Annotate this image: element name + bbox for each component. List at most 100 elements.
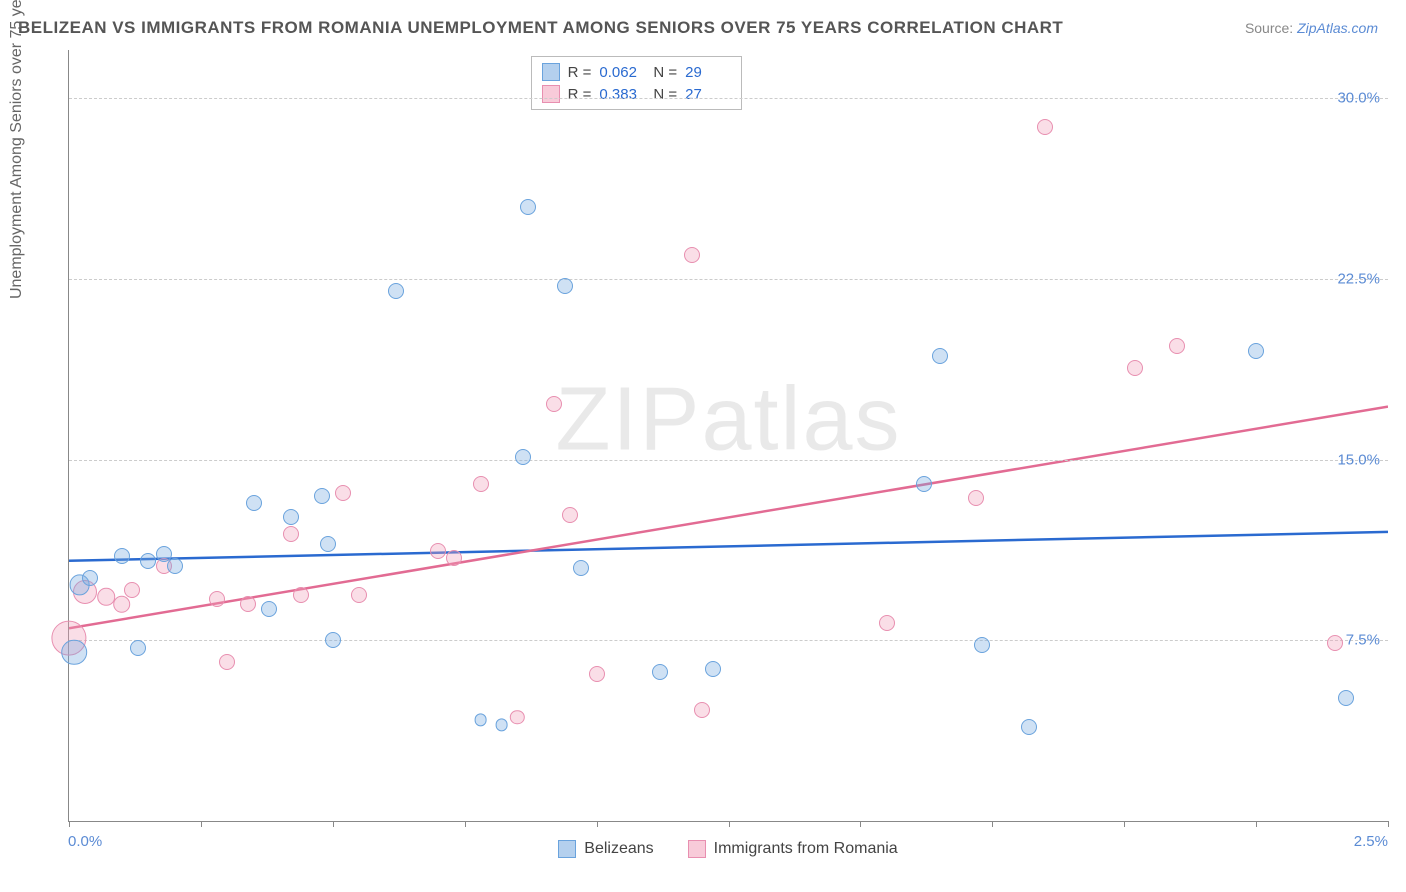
data-point <box>430 543 446 559</box>
data-point <box>879 615 895 631</box>
x-tick-mark <box>1388 821 1389 827</box>
x-tick-label: 2.5% <box>1354 833 1388 850</box>
data-point <box>1169 338 1185 354</box>
data-point <box>124 582 140 598</box>
data-point <box>130 640 146 656</box>
x-tick-mark <box>1124 821 1125 827</box>
gridline <box>69 640 1388 641</box>
y-tick-label: 30.0% <box>1337 90 1380 107</box>
data-point <box>546 396 562 412</box>
x-tick-mark <box>992 821 993 827</box>
chart-title: BELIZEAN VS IMMIGRANTS FROM ROMANIA UNEM… <box>18 18 1063 38</box>
data-point <box>293 587 309 603</box>
legend-item: Immigrants from Romania <box>688 840 898 858</box>
data-point <box>589 666 605 682</box>
stat-n-value: 29 <box>685 64 731 81</box>
stats-row: R = 0.062 N = 29 <box>542 61 732 83</box>
legend-item: Belizeans <box>558 840 653 858</box>
stat-r-label: R = <box>568 86 592 103</box>
swatch-icon <box>688 840 706 858</box>
source-attr: Source: ZipAtlas.com <box>1245 20 1378 36</box>
data-point <box>562 507 578 523</box>
swatch-icon <box>558 840 576 858</box>
stat-r-value: 0.062 <box>599 64 645 81</box>
legend-label: Immigrants from Romania <box>714 840 898 858</box>
data-point <box>61 640 87 666</box>
data-point <box>114 548 130 564</box>
data-point <box>167 558 183 574</box>
data-point <box>916 476 932 492</box>
data-point <box>694 702 710 718</box>
data-point <box>1021 719 1037 735</box>
stat-r-label: R = <box>568 64 592 81</box>
data-point <box>283 526 299 542</box>
x-tick-mark <box>201 821 202 827</box>
data-point <box>932 348 948 364</box>
data-point <box>652 664 668 680</box>
stat-n-label: N = <box>653 86 677 103</box>
data-point <box>557 278 573 294</box>
source-label: Source: <box>1245 20 1293 36</box>
data-point <box>495 718 508 731</box>
x-tick-mark <box>1256 821 1257 827</box>
data-point <box>351 587 367 603</box>
data-point <box>473 476 489 492</box>
data-point <box>446 550 462 566</box>
swatch-icon <box>542 85 560 103</box>
data-point <box>246 495 262 511</box>
data-point <box>684 247 700 263</box>
data-point <box>1327 635 1343 651</box>
x-tick-mark <box>465 821 466 827</box>
x-tick-mark <box>597 821 598 827</box>
data-point <box>515 449 531 465</box>
y-tick-label: 22.5% <box>1337 270 1380 287</box>
stat-n-value: 27 <box>685 86 731 103</box>
data-point <box>82 570 98 586</box>
swatch-icon <box>542 63 560 81</box>
y-tick-label: 15.0% <box>1337 451 1380 468</box>
y-tick-label: 7.5% <box>1346 632 1380 649</box>
trend-line <box>69 407 1388 629</box>
source-value: ZipAtlas.com <box>1297 20 1378 36</box>
data-point <box>1127 360 1143 376</box>
data-point <box>140 553 156 569</box>
data-point <box>705 661 721 677</box>
x-tick-mark <box>729 821 730 827</box>
data-point <box>1248 343 1264 359</box>
data-point <box>510 710 524 724</box>
stat-r-value: 0.383 <box>599 86 645 103</box>
data-point <box>219 654 235 670</box>
data-point <box>261 601 277 617</box>
x-tick-label: 0.0% <box>68 833 102 850</box>
gridline <box>69 279 1388 280</box>
gridline <box>69 98 1388 99</box>
data-point <box>388 283 404 299</box>
x-tick-mark <box>333 821 334 827</box>
data-point <box>520 199 536 215</box>
data-point <box>573 560 589 576</box>
data-point <box>240 596 256 612</box>
y-axis-label: Unemployment Among Seniors over 75 years <box>8 0 26 299</box>
data-point <box>314 488 330 504</box>
data-point <box>320 536 336 552</box>
data-point <box>209 591 225 607</box>
x-tick-mark <box>860 821 861 827</box>
legend-label: Belizeans <box>584 840 653 858</box>
data-point <box>113 595 131 613</box>
stats-legend-box: R = 0.062 N = 29 R = 0.383 N = 27 <box>531 56 743 110</box>
data-point <box>325 632 341 648</box>
data-point <box>974 637 990 653</box>
plot-region: ZIPatlas R = 0.062 N = 29 R = 0.383 N = … <box>68 50 1388 822</box>
data-point <box>1338 690 1354 706</box>
data-point <box>1037 119 1053 135</box>
chart-area: Unemployment Among Seniors over 75 years… <box>18 50 1388 870</box>
data-point <box>968 490 984 506</box>
trend-line <box>69 532 1388 561</box>
x-tick-mark <box>69 821 70 827</box>
gridline <box>69 460 1388 461</box>
trend-lines <box>69 50 1388 821</box>
stat-n-label: N = <box>653 64 677 81</box>
watermark: ZIPatlas <box>555 369 901 472</box>
data-point <box>335 485 351 501</box>
stats-row: R = 0.383 N = 27 <box>542 83 732 105</box>
